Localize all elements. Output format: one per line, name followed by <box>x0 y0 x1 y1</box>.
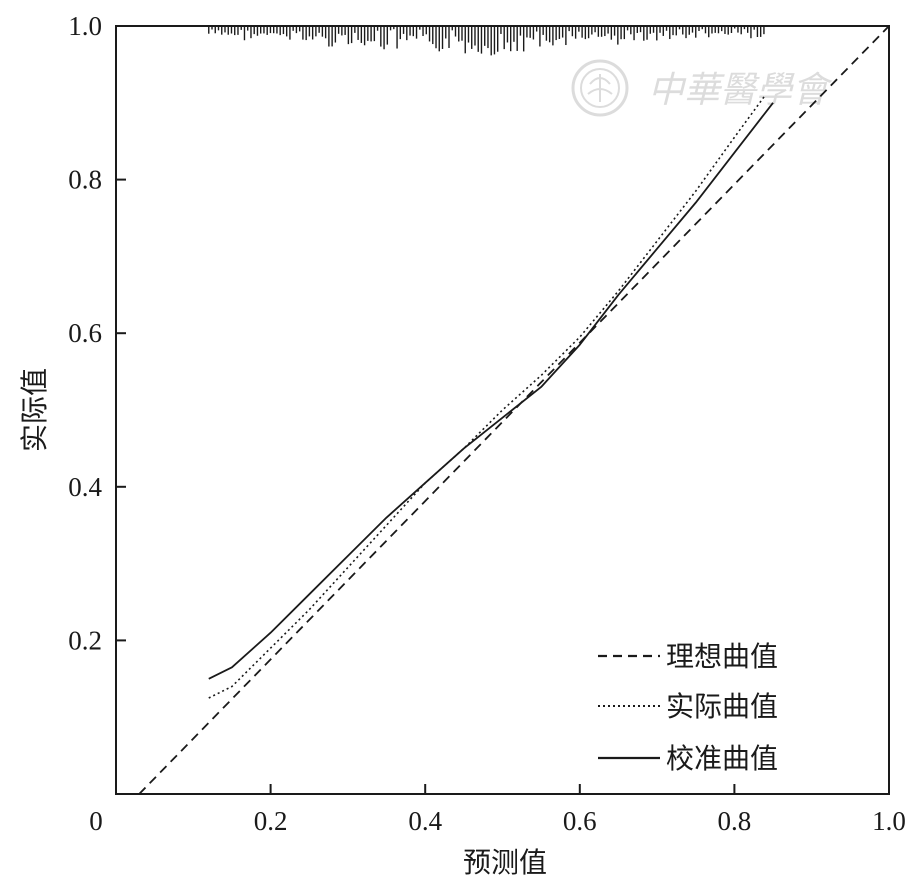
x-tick-label: 0 <box>89 806 103 836</box>
series-layer <box>138 25 890 795</box>
series-line-dotted <box>208 94 766 699</box>
x-tick-label: 0.4 <box>408 806 442 836</box>
y-axis-title: 实际值 <box>18 368 51 452</box>
y-tick-label: 0.4 <box>68 472 102 502</box>
series-line-dashed <box>138 25 890 795</box>
rug-plot <box>208 26 765 56</box>
legend-label: 实际曲值 <box>666 690 778 723</box>
legend-label: 理想曲值 <box>666 640 778 673</box>
series-line-solid <box>208 102 774 680</box>
y-tick-label: 0.2 <box>68 625 102 655</box>
y-tick-label: 1.0 <box>68 11 102 41</box>
watermark-text: 中華醫學會 <box>648 70 833 111</box>
x-axis-title: 预测值 <box>463 846 547 879</box>
x-tick-label: 0.6 <box>563 806 597 836</box>
x-tick-label: 1.0 <box>872 806 906 836</box>
y-tick-label: 0.8 <box>68 165 102 195</box>
society-seal-icon <box>571 59 629 117</box>
x-tick-label: 0.2 <box>254 806 288 836</box>
x-axis-ticks: 0 0.2 0.4 0.6 0.8 1.0 <box>89 784 906 836</box>
watermark: 中華醫學會 <box>571 59 833 117</box>
y-tick-label: 0.6 <box>68 318 102 348</box>
y-axis-ticks: 0.2 0.4 0.6 0.8 1.0 <box>68 11 126 655</box>
plot-frame <box>115 25 890 795</box>
x-tick-label: 0.8 <box>718 806 752 836</box>
legend-label: 校准曲值 <box>666 742 778 775</box>
